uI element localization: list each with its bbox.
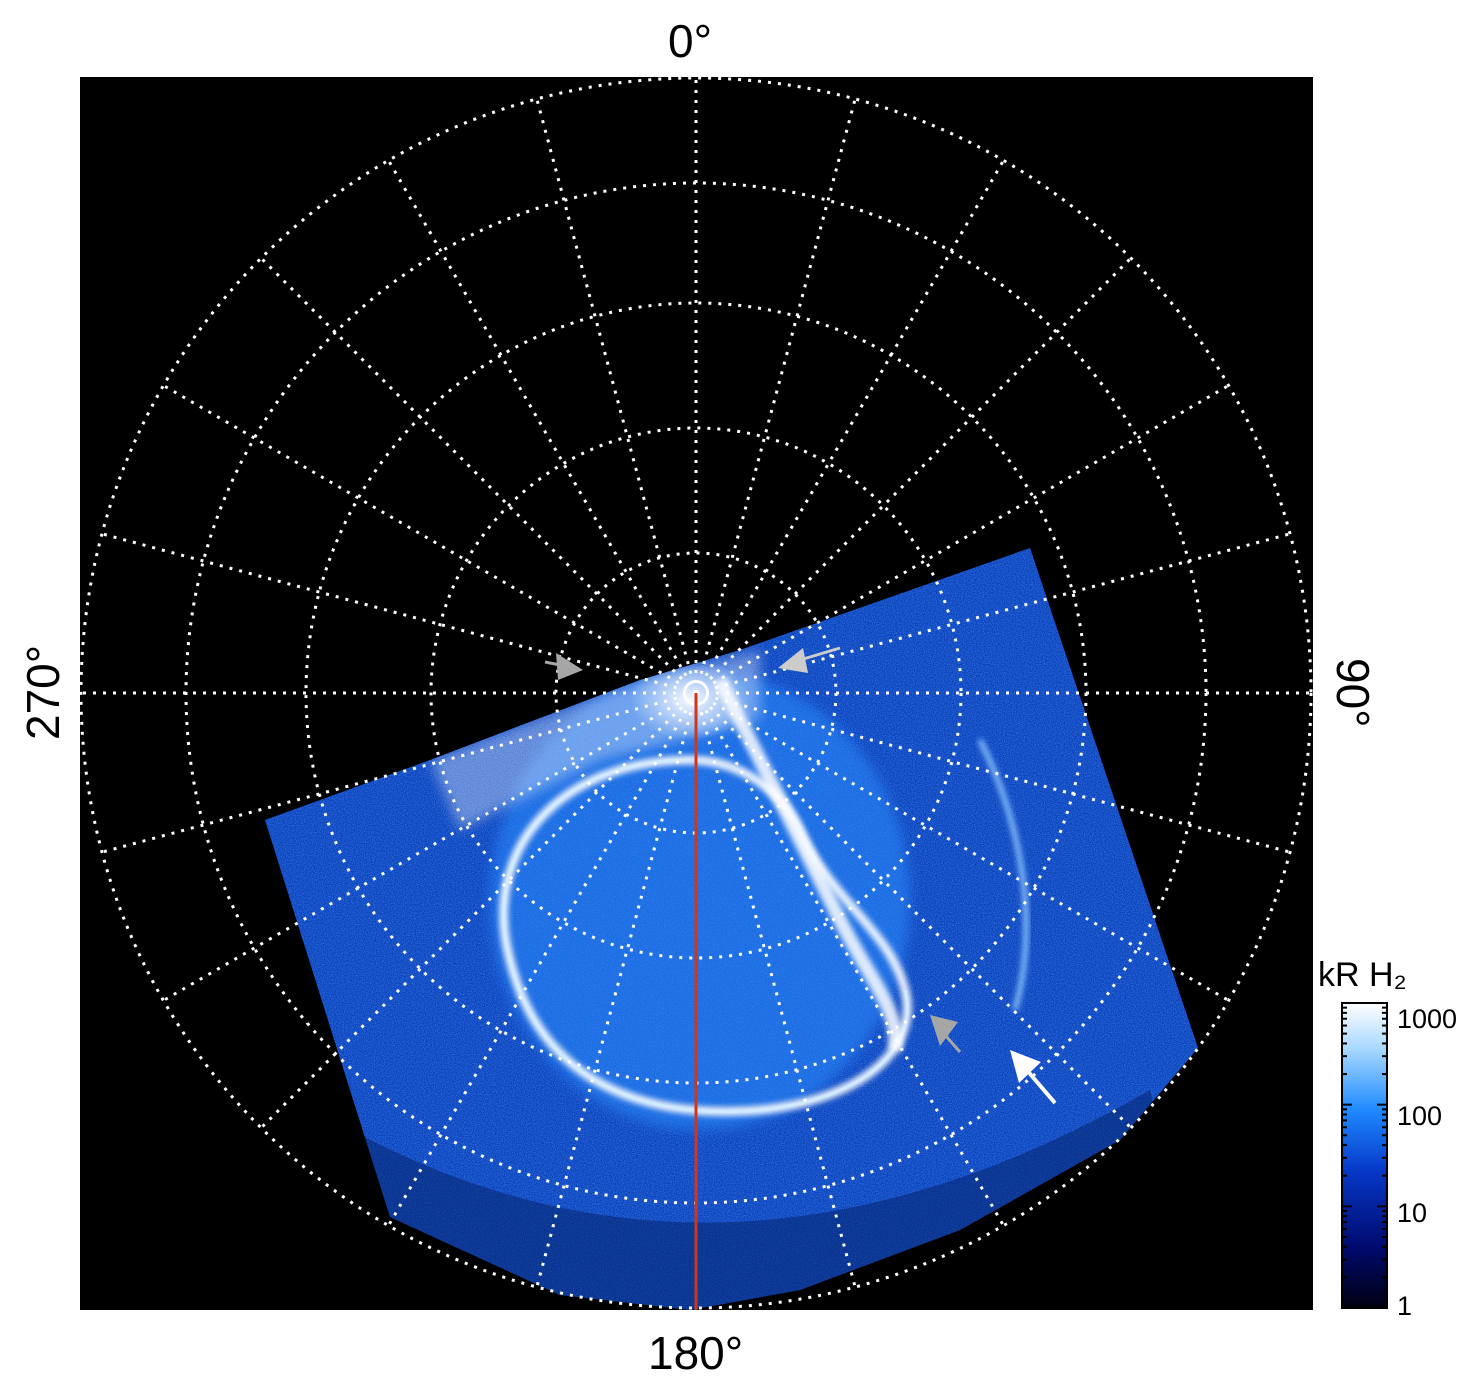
grid-meridian-line xyxy=(260,691,698,1129)
grid-meridian-line xyxy=(694,98,857,694)
grid-meridian-line xyxy=(695,384,1230,695)
grid-meridian-line xyxy=(535,692,698,1288)
grid-meridian-line xyxy=(387,692,698,1227)
grid-meridian-line xyxy=(694,692,857,1288)
colorbar-tick-label: 100 xyxy=(1397,1101,1443,1131)
colorbar-tick-label: 1000 xyxy=(1397,1004,1458,1034)
colorbar-tick-label: 10 xyxy=(1397,1198,1428,1228)
azimuth-label-90: 90° xyxy=(1327,658,1379,728)
annotation-arrow-gray-top-right xyxy=(778,646,841,673)
colorbar-tick-label: 1 xyxy=(1397,1291,1413,1321)
grid-latitude-circle xyxy=(429,426,963,960)
grid-meridian-line xyxy=(695,691,1291,854)
grid-meridian-line xyxy=(101,691,697,854)
polar-grid xyxy=(80,77,1313,1310)
grid-meridian-line xyxy=(694,692,1005,1227)
annotation-arrow-gray-left xyxy=(544,653,583,680)
grid-meridian-line xyxy=(162,384,697,695)
colorbar xyxy=(1341,1002,1388,1309)
colorbar-gradient xyxy=(1341,1002,1388,1309)
annotation-arrow-gray-lower xyxy=(930,1015,962,1053)
grid-meridian-line xyxy=(162,691,697,1002)
grid-meridian-line xyxy=(260,257,698,695)
grid-meridian-line xyxy=(694,257,1132,695)
grid-meridian-line xyxy=(695,691,1230,1002)
colorbar-title: kR H₂ xyxy=(1318,956,1407,994)
grid-latitude-circle xyxy=(80,77,1313,1310)
grid-meridian-line xyxy=(535,98,698,694)
grid-meridian-line xyxy=(694,691,1132,1129)
grid-meridian-line xyxy=(694,159,1005,694)
azimuth-label-0: 0° xyxy=(668,15,712,67)
grid-meridian-line xyxy=(387,159,698,694)
azimuth-label-180: 180° xyxy=(648,1327,744,1379)
grid-meridian-line xyxy=(101,532,697,695)
annotation-arrow-white-lower-right xyxy=(1010,1050,1057,1105)
azimuth-label-270: 270° xyxy=(17,644,69,740)
